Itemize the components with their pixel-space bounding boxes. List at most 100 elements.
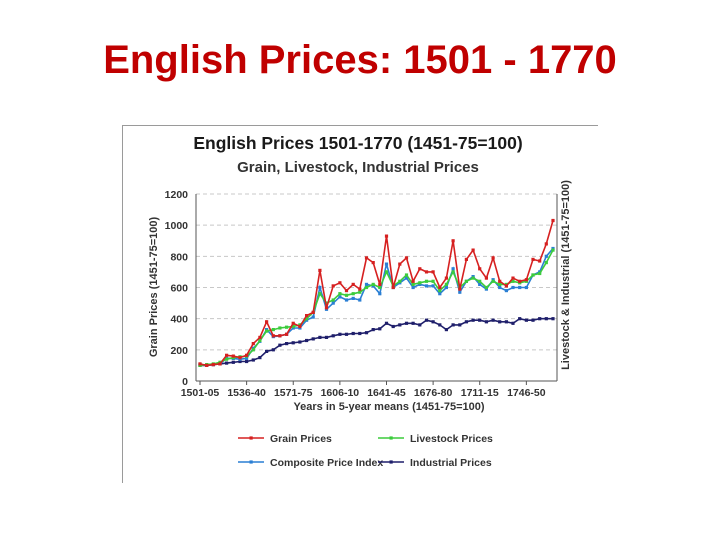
- data-point-grain-prices: [218, 362, 222, 366]
- data-point-composite-price-index: [518, 285, 522, 290]
- data-point-grain-prices: [511, 276, 515, 280]
- series-lines: [198, 218, 555, 367]
- data-point-grain-prices: [464, 257, 468, 261]
- data-point-grain-prices: [458, 287, 462, 291]
- data-point-livestock-prices: [511, 279, 515, 283]
- data-point-grain-prices: [504, 284, 508, 288]
- data-point-grain-prices: [211, 363, 215, 367]
- data-point-composite-price-index: [384, 262, 389, 266]
- y-axis-label-right: Livestock & Industrial (1451-75=100): [560, 180, 572, 370]
- data-point-livestock-prices: [251, 348, 255, 352]
- data-point-industrial-prices: [238, 359, 242, 364]
- data-point-industrial-prices: [531, 318, 535, 322]
- data-point-livestock-prices: [285, 325, 289, 329]
- data-point-livestock-prices: [318, 292, 322, 296]
- y-tick-label: 800: [170, 251, 188, 263]
- data-point-grain-prices: [358, 287, 362, 291]
- data-point-livestock-prices: [291, 324, 295, 329]
- data-point-livestock-prices: [444, 282, 448, 286]
- data-point-livestock-prices: [491, 279, 495, 283]
- data-point-industrial-prices: [245, 359, 249, 364]
- data-point-livestock-prices: [544, 261, 548, 265]
- data-point-composite-price-index: [451, 267, 455, 271]
- data-point-livestock-prices: [351, 292, 355, 296]
- data-point-livestock-prices: [364, 285, 369, 290]
- data-point-livestock-prices: [371, 282, 375, 286]
- data-point-grain-prices: [285, 332, 289, 336]
- data-point-industrial-prices: [378, 327, 382, 331]
- data-point-industrial-prices: [411, 321, 415, 325]
- data-point-livestock-prices: [258, 338, 262, 343]
- data-point-grain-prices: [438, 285, 442, 290]
- x-tick-label: 1501-05: [181, 387, 220, 399]
- data-point-composite-price-index: [478, 282, 482, 286]
- data-point-livestock-prices: [411, 282, 415, 286]
- data-point-composite-price-index: [544, 254, 548, 258]
- y-tick-label: 200: [170, 345, 188, 357]
- data-point-composite-price-index: [511, 285, 515, 290]
- y-axis-label-left: Grain Prices (1451-75=100): [148, 216, 160, 357]
- data-point-grain-prices: [384, 234, 389, 238]
- data-point-composite-price-index: [498, 285, 502, 290]
- data-point-industrial-prices: [504, 320, 508, 324]
- legend-marker-livestock-prices: [389, 436, 393, 440]
- legend-marker-grain-prices: [249, 436, 253, 440]
- data-point-industrial-prices: [491, 318, 495, 322]
- data-point-industrial-prices: [291, 341, 295, 345]
- data-point-grain-prices: [404, 256, 409, 260]
- data-point-composite-price-index: [404, 276, 409, 280]
- data-point-composite-price-index: [424, 284, 429, 288]
- data-point-industrial-prices: [484, 320, 488, 324]
- data-point-grain-prices: [418, 267, 422, 271]
- data-point-composite-price-index: [431, 284, 435, 288]
- data-point-livestock-prices: [404, 273, 409, 277]
- data-point-livestock-prices: [484, 285, 488, 290]
- data-point-industrial-prices: [524, 318, 528, 322]
- data-point-industrial-prices: [518, 317, 522, 321]
- y-tick-label: 0: [182, 376, 188, 388]
- data-point-industrial-prices: [251, 358, 255, 362]
- data-point-grain-prices: [471, 248, 475, 252]
- legend-label-composite-price-index: Composite Price Index: [270, 457, 383, 469]
- data-point-composite-price-index: [484, 287, 488, 291]
- data-point-industrial-prices: [271, 348, 275, 352]
- data-point-livestock-prices: [464, 279, 468, 283]
- x-tick-label: 1711-15: [461, 387, 499, 399]
- data-point-composite-price-index: [411, 285, 415, 290]
- data-point-composite-price-index: [331, 301, 335, 305]
- data-point-composite-price-index: [245, 356, 249, 360]
- data-point-grain-prices: [538, 259, 542, 263]
- data-point-grain-prices: [411, 279, 415, 283]
- data-point-composite-price-index: [344, 298, 349, 302]
- data-point-composite-price-index: [444, 285, 448, 290]
- data-point-composite-price-index: [238, 357, 242, 361]
- data-point-grain-prices: [364, 256, 369, 260]
- data-point-grain-prices: [258, 335, 262, 339]
- data-point-industrial-prices: [404, 321, 409, 325]
- data-point-composite-price-index: [378, 292, 382, 296]
- x-tick-label: 1606-10: [321, 387, 360, 399]
- data-point-grain-prices: [518, 279, 522, 283]
- data-point-industrial-prices: [471, 318, 475, 322]
- data-point-grain-prices: [378, 282, 382, 286]
- data-point-industrial-prices: [324, 335, 329, 339]
- data-point-livestock-prices: [271, 328, 275, 332]
- data-point-livestock-prices: [498, 282, 502, 286]
- axes: [195, 194, 558, 382]
- data-point-composite-price-index: [351, 296, 355, 300]
- x-tick-label: 1746-50: [507, 387, 546, 399]
- data-point-livestock-prices: [431, 279, 435, 283]
- x-axis-label: Years in 5-year means (1451-75=100): [293, 401, 484, 413]
- data-point-livestock-prices: [384, 270, 389, 274]
- data-point-industrial-prices: [544, 317, 548, 321]
- data-point-grain-prices: [238, 356, 242, 360]
- data-point-industrial-prices: [444, 328, 448, 332]
- x-tick-label: 1536-40: [227, 387, 266, 399]
- data-point-industrial-prices: [318, 335, 322, 339]
- data-point-grain-prices: [398, 262, 402, 266]
- legend: Grain Prices Livestock Prices Composite Pr…: [238, 433, 493, 469]
- data-point-industrial-prices: [458, 323, 462, 327]
- data-point-industrial-prices: [344, 332, 349, 336]
- data-point-livestock-prices: [478, 279, 482, 283]
- data-point-livestock-prices: [225, 357, 229, 361]
